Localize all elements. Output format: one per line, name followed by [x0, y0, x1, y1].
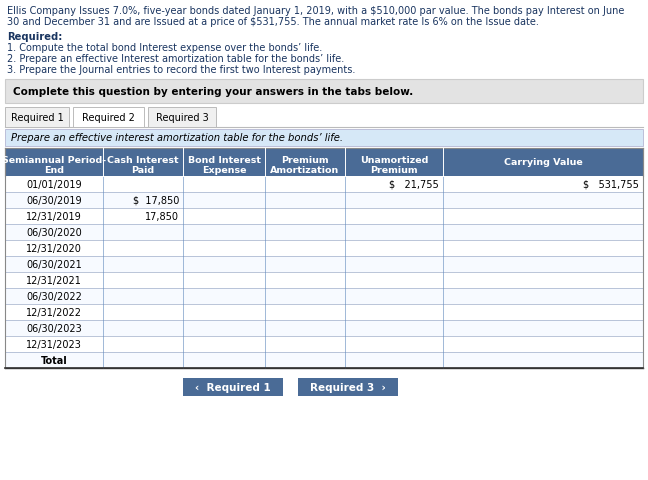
Text: 06/30/2020: 06/30/2020 — [26, 228, 82, 238]
Bar — [5, 320, 643, 336]
Text: 12/31/2022: 12/31/2022 — [26, 307, 82, 317]
Text: Bond Interest: Bond Interest — [187, 156, 260, 165]
Text: Total: Total — [41, 355, 67, 365]
Text: Carrying Value: Carrying Value — [503, 158, 583, 167]
Bar — [5, 149, 643, 177]
Bar — [5, 177, 643, 192]
Bar — [5, 225, 643, 240]
Text: 17,850: 17,850 — [145, 212, 179, 222]
Bar — [183, 378, 283, 396]
Bar — [5, 336, 643, 352]
Text: Semiannual Period-: Semiannual Period- — [2, 156, 106, 165]
Text: 12/31/2019: 12/31/2019 — [26, 212, 82, 222]
Bar — [5, 352, 643, 368]
Text: 01/01/2019: 01/01/2019 — [26, 180, 82, 190]
Text: Unamortized: Unamortized — [360, 156, 428, 165]
Bar — [5, 240, 643, 256]
Text: Ellis Company Issues 7.0%, five-year bonds dated January 1, 2019, with a $510,00: Ellis Company Issues 7.0%, five-year bon… — [7, 6, 625, 16]
Text: End: End — [44, 166, 64, 175]
Bar — [5, 288, 643, 304]
Text: ‹  Required 1: ‹ Required 1 — [195, 382, 271, 392]
Text: 06/30/2021: 06/30/2021 — [26, 260, 82, 269]
Text: Required 1: Required 1 — [10, 113, 64, 123]
Text: Required 3  ›: Required 3 › — [310, 382, 386, 392]
Bar — [73, 108, 144, 128]
Text: Required:: Required: — [7, 32, 62, 42]
Text: Premium: Premium — [281, 156, 329, 165]
Text: Complete this question by entering your answers in the tabs below.: Complete this question by entering your … — [13, 87, 413, 97]
Bar — [5, 209, 643, 225]
Text: Premium: Premium — [370, 166, 418, 175]
Text: $   531,755: $ 531,755 — [583, 180, 639, 190]
Text: Cash Interest: Cash Interest — [107, 156, 179, 165]
Text: Paid: Paid — [132, 166, 155, 175]
Bar — [5, 304, 643, 320]
Bar — [298, 378, 398, 396]
Text: 06/30/2023: 06/30/2023 — [26, 324, 82, 333]
Text: Expense: Expense — [202, 166, 246, 175]
Text: 06/30/2022: 06/30/2022 — [26, 291, 82, 301]
Text: 12/31/2021: 12/31/2021 — [26, 276, 82, 286]
Text: 3. Prepare the Journal entries to record the first two Interest payments.: 3. Prepare the Journal entries to record… — [7, 65, 355, 75]
Text: Required 2: Required 2 — [82, 113, 135, 123]
Text: 06/30/2019: 06/30/2019 — [26, 195, 82, 205]
Bar — [5, 273, 643, 288]
Bar — [148, 108, 216, 128]
Text: Required 3: Required 3 — [156, 113, 209, 123]
Text: Amortization: Amortization — [270, 166, 340, 175]
Text: Prepare an effective interest amortization table for the bonds’ life.: Prepare an effective interest amortizati… — [11, 133, 343, 143]
Text: $   21,755: $ 21,755 — [389, 180, 439, 190]
Bar — [5, 108, 69, 128]
Bar — [5, 80, 643, 104]
Text: 30 and December 31 and are Issued at a price of $531,755. The annual market rate: 30 and December 31 and are Issued at a p… — [7, 17, 539, 27]
Text: 2. Prepare an effective Interest amortization table for the bonds’ life.: 2. Prepare an effective Interest amortiz… — [7, 54, 344, 64]
Bar — [5, 192, 643, 209]
Text: 12/31/2020: 12/31/2020 — [26, 243, 82, 253]
Text: 12/31/2023: 12/31/2023 — [26, 339, 82, 349]
Bar — [5, 256, 643, 273]
Bar — [5, 130, 643, 147]
Text: $  17,850: $ 17,850 — [133, 195, 179, 205]
Text: 1. Compute the total bond Interest expense over the bonds’ life.: 1. Compute the total bond Interest expen… — [7, 43, 322, 53]
